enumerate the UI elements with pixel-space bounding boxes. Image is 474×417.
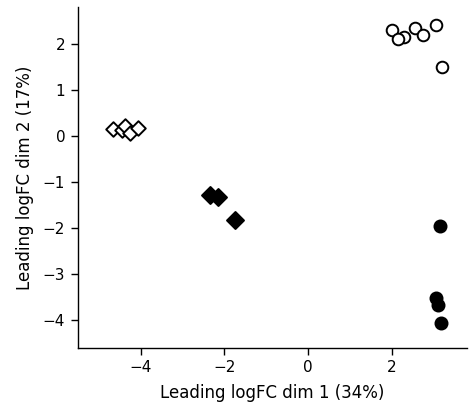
- Point: [388, 27, 395, 33]
- Point: [438, 319, 445, 326]
- Point: [401, 33, 408, 40]
- Point: [434, 302, 442, 309]
- Point: [432, 22, 439, 29]
- Y-axis label: Leading logFC dim 2 (17%): Leading logFC dim 2 (17%): [17, 65, 35, 289]
- Point: [135, 124, 142, 131]
- X-axis label: Leading logFC dim 1 (34%): Leading logFC dim 1 (34%): [160, 384, 384, 402]
- Point: [411, 24, 419, 31]
- Point: [126, 130, 134, 136]
- Point: [419, 31, 427, 38]
- Point: [438, 63, 446, 70]
- Point: [436, 222, 444, 229]
- Point: [432, 295, 439, 301]
- Point: [231, 216, 238, 223]
- Point: [109, 126, 117, 132]
- Point: [118, 127, 126, 134]
- Point: [214, 194, 222, 201]
- Point: [121, 123, 128, 129]
- Point: [394, 36, 402, 43]
- Point: [206, 191, 213, 198]
